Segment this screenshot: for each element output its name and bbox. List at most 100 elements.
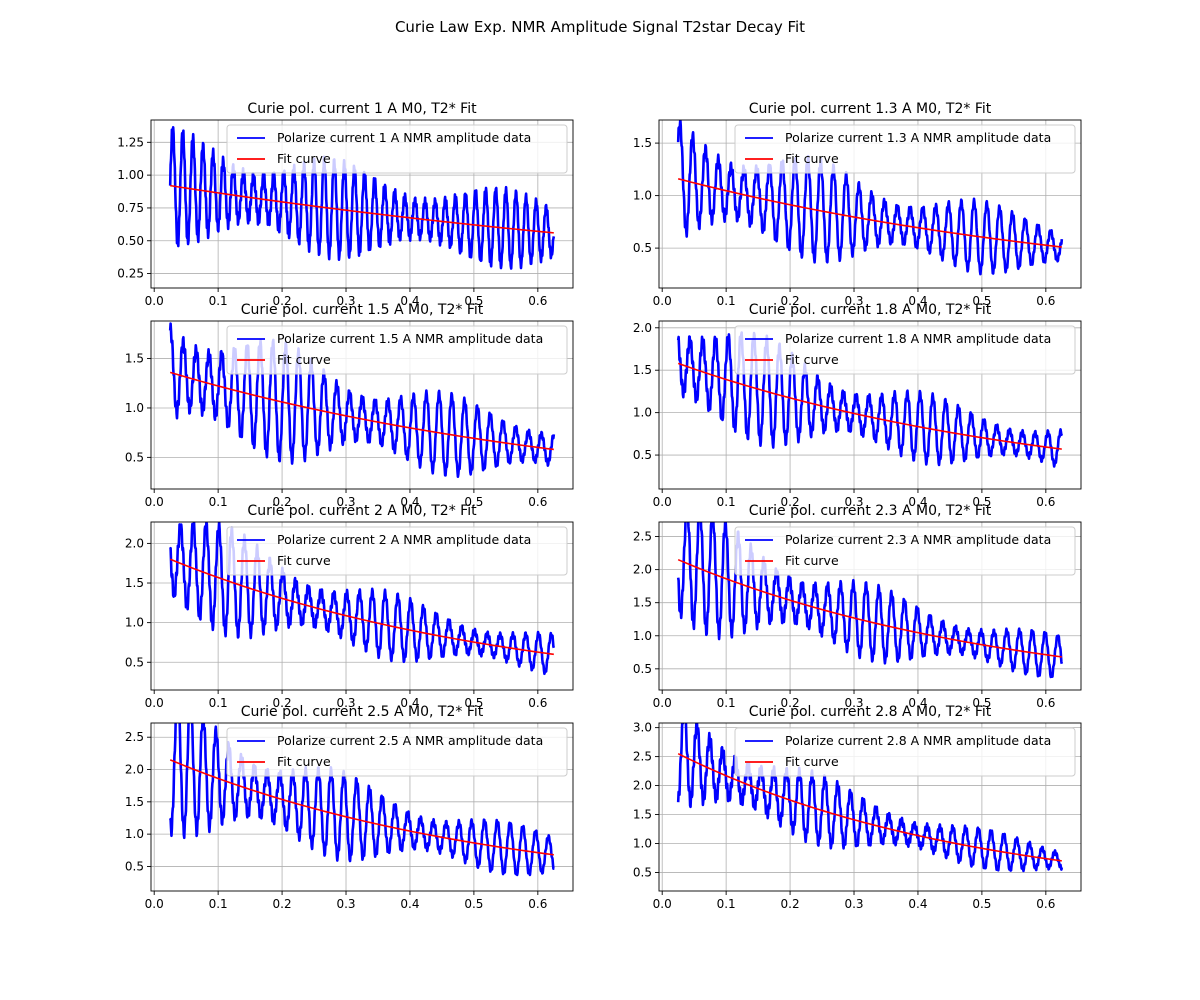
y-tick-label: 0.50: [117, 234, 144, 248]
x-tick-label: 0.4: [400, 294, 419, 308]
fit-curve-line: [169, 759, 554, 856]
fit-curve-line: [677, 178, 1062, 248]
legend-fit-label: Fit curve: [785, 754, 839, 769]
legend: Polarize current 2.8 A NMR amplitude dat…: [734, 727, 1076, 777]
axes-frame: [658, 119, 1082, 289]
x-tick-label: 0.3: [336, 495, 355, 509]
x-tick-label: 0.3: [844, 897, 863, 911]
legend: Polarize current 1 A NMR amplitude data F…: [226, 124, 568, 174]
legend-fit-label: Fit curve: [785, 553, 839, 568]
x-tick-label: 0.4: [400, 495, 419, 509]
legend: Polarize current 2.3 A NMR amplitude dat…: [734, 526, 1076, 576]
x-tick-label: 0.2: [273, 294, 292, 308]
legend-box: [734, 727, 1076, 777]
legend-data-label: Polarize current 1 A NMR amplitude data: [277, 130, 531, 145]
x-tick-label: 0.0: [145, 294, 164, 308]
x-tick-label: 0.2: [781, 495, 800, 509]
y-tick-label: 1.0: [633, 189, 652, 203]
x-tick-label: 0.5: [464, 294, 483, 308]
x-tick-label: 0.5: [972, 696, 991, 710]
x-tick-label: 0.1: [717, 897, 736, 911]
x-tick-label: 0.1: [717, 495, 736, 509]
x-tick-label: 0.4: [400, 696, 419, 710]
data-series-line: [676, 120, 1064, 276]
legend: Polarize current 1.5 A NMR amplitude dat…: [226, 325, 568, 375]
y-tick-label: 0.5: [633, 662, 652, 676]
x-tick-label: 0.0: [653, 294, 672, 308]
legend-fit-label: Fit curve: [785, 151, 839, 166]
x-tick-label: 0.6: [528, 897, 547, 911]
legend: Polarize current 1.8 A NMR amplitude dat…: [734, 325, 1076, 375]
fit-curve-line: [169, 558, 554, 656]
subplot-title: Curie pol. current 1 A M0, T2* Fit: [247, 101, 477, 117]
legend-box: [226, 526, 568, 576]
y-tick-label: 1.5: [125, 576, 144, 590]
subplot-7: 0.0 0.1 0.2 0.3 0.4 0.5 0.6 0.5 1.0 1.5 2.0 2.5 Curi…: [125, 704, 574, 911]
fit-curve-line: [170, 184, 554, 234]
y-tick-label: 1.5: [125, 795, 144, 809]
fit-curve-line: [169, 371, 554, 451]
y-tick-label: 3.0: [633, 721, 652, 735]
legend-data-label: Polarize current 2 A NMR amplitude data: [277, 532, 531, 547]
legend: Polarize current 2 A NMR amplitude data F…: [226, 526, 568, 576]
y-tick-label: 1.00: [117, 168, 144, 182]
axes-frame: [150, 119, 574, 289]
x-tick-label: 0.4: [908, 897, 927, 911]
x-tick-label: 0.1: [209, 897, 228, 911]
y-tick-label: 2.5: [633, 750, 652, 764]
x-tick-label: 0.3: [336, 294, 355, 308]
legend-data-label: Polarize current 2.3 A NMR amplitude dat…: [785, 532, 1051, 547]
legend-fit-label: Fit curve: [277, 352, 331, 367]
x-tick-label: 0.0: [653, 696, 672, 710]
legend-fit-label: Fit curve: [277, 151, 331, 166]
x-tick-label: 0.0: [145, 696, 164, 710]
axes-frame: [150, 320, 574, 490]
x-tick-label: 0.5: [464, 495, 483, 509]
x-tick-label: 0.6: [528, 696, 547, 710]
subplot-title: Curie pol. current 2.8 A M0, T2* Fit: [749, 704, 992, 720]
legend-data-label: Polarize current 1.5 A NMR amplitude dat…: [277, 331, 543, 346]
y-tick-label: 0.5: [125, 450, 144, 464]
subplot-title: Curie pol. current 1.3 A M0, T2* Fit: [749, 101, 992, 117]
x-tick-label: 0.2: [781, 897, 800, 911]
axes-frame: [658, 521, 1082, 691]
x-tick-label: 0.1: [717, 294, 736, 308]
fit-curve-line: [677, 362, 1062, 450]
subplot-grid: 0.0 0.1 0.2 0.3 0.4 0.5 0.6 0.25 0.50 0.75 1.00 1.2…: [117, 101, 1082, 911]
axes-frame: [658, 722, 1082, 892]
x-tick-label: 0.6: [1036, 495, 1055, 509]
subplot-2: 0.0 0.1 0.2 0.3 0.4 0.5 0.6 0.5 1.0 1.5 Curie pol.…: [633, 101, 1082, 308]
legend-box: [226, 727, 568, 777]
y-tick-label: 2.0: [633, 563, 652, 577]
x-tick-label: 0.6: [528, 495, 547, 509]
subplot-title: Curie pol. current 2.3 A M0, T2* Fit: [749, 503, 992, 519]
legend-data-label: Polarize current 2.5 A NMR amplitude dat…: [277, 733, 543, 748]
y-tick-label: 2.0: [125, 763, 144, 777]
y-tick-label: 1.5: [633, 363, 652, 377]
x-tick-label: 0.5: [464, 897, 483, 911]
y-tick-label: 0.75: [117, 201, 144, 215]
x-tick-label: 0.5: [972, 294, 991, 308]
y-tick-label: 0.5: [125, 655, 144, 669]
y-tick-label: 2.0: [125, 536, 144, 550]
x-tick-label: 0.4: [908, 495, 927, 509]
x-tick-label: 0.1: [209, 696, 228, 710]
y-tick-label: 1.5: [633, 808, 652, 822]
y-tick-label: 1.0: [633, 406, 652, 420]
x-tick-label: 0.6: [1036, 696, 1055, 710]
data-series-line: [676, 522, 1064, 679]
x-tick-label: 0.3: [844, 696, 863, 710]
y-tick-label: 1.0: [633, 629, 652, 643]
x-tick-label: 0.6: [1036, 897, 1055, 911]
legend-box: [734, 325, 1076, 375]
subplot-title: Curie pol. current 1.5 A M0, T2* Fit: [241, 302, 484, 318]
y-tick-label: 1.0: [125, 616, 144, 630]
data-series-line: [676, 723, 1064, 873]
axes-frame: [658, 320, 1082, 490]
y-tick-label: 0.25: [117, 267, 144, 281]
x-tick-label: 0.2: [273, 696, 292, 710]
figure-title: Curie Law Exp. NMR Amplitude Signal T2st…: [395, 18, 805, 36]
y-tick-label: 2.5: [125, 730, 144, 744]
legend: Polarize current 1.3 A NMR amplitude dat…: [734, 124, 1076, 174]
y-tick-label: 2.0: [633, 321, 652, 335]
